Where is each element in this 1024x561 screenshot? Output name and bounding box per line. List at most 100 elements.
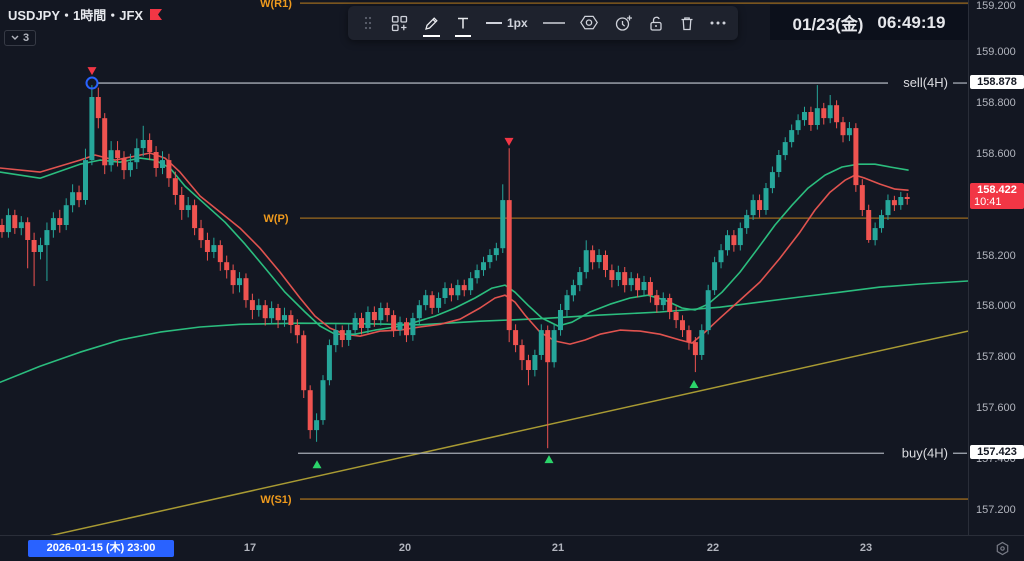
- candle: [38, 245, 43, 252]
- candle: [493, 248, 499, 256]
- candle: [25, 222, 31, 240]
- price-axis-label: 159.200: [976, 0, 1016, 12]
- candle: [134, 148, 140, 163]
- candle: [558, 310, 563, 331]
- time-axis-label: 23: [859, 542, 873, 554]
- more-options-button[interactable]: [710, 11, 726, 35]
- template-add-button[interactable]: [391, 11, 408, 35]
- candle: [622, 272, 628, 286]
- candle: [647, 282, 653, 296]
- text-tool-icon: [458, 17, 468, 28]
- add-alert-button[interactable]: [614, 11, 633, 35]
- candle: [185, 205, 191, 210]
- candle: [243, 278, 249, 301]
- candle: [63, 205, 69, 225]
- lock-button[interactable]: [648, 11, 664, 35]
- flag-icon[interactable]: [150, 9, 163, 20]
- buy-signal-marker: [689, 380, 699, 389]
- buy-signal-marker: [312, 460, 322, 469]
- candle: [641, 282, 647, 291]
- candle: [898, 197, 904, 206]
- trend-line: [49, 330, 968, 535]
- line-style-button[interactable]: [542, 11, 565, 35]
- candle: [179, 195, 185, 210]
- candle: [538, 330, 544, 355]
- anchor-circle-marker[interactable]: [85, 76, 99, 90]
- candle: [320, 380, 326, 421]
- candle: [667, 298, 673, 312]
- candle: [442, 288, 448, 298]
- axis-settings-icon[interactable]: [995, 541, 1010, 556]
- candle: [391, 315, 397, 331]
- candle: [50, 218, 56, 231]
- candle: [249, 300, 255, 310]
- candle: [891, 200, 897, 206]
- time-axis-label: 21: [551, 542, 565, 554]
- time-axis-label: 20: [398, 542, 412, 554]
- line-width-button[interactable]: 1px: [486, 11, 528, 35]
- time-axis[interactable]: 17 20 21 22 23 2026-01-15 (木) 23:00: [0, 535, 1024, 561]
- candle: [513, 330, 519, 346]
- candle: [500, 200, 506, 249]
- delete-button[interactable]: [679, 11, 695, 35]
- candle: [416, 305, 422, 319]
- candle: [160, 160, 165, 168]
- candle: [70, 192, 76, 206]
- candles-layer: [0, 85, 910, 449]
- candle: [628, 278, 634, 286]
- candle: [564, 295, 570, 310]
- candle: [725, 235, 730, 251]
- candle: [140, 140, 146, 149]
- candle: [757, 200, 763, 210]
- candle: [352, 318, 358, 331]
- ma-red: [0, 152, 909, 345]
- candle: [204, 240, 210, 252]
- chart-legend: USDJPY・1時間・JFX 3: [4, 5, 163, 46]
- candle: [326, 345, 332, 381]
- candle: [885, 200, 891, 216]
- candle: [712, 262, 718, 291]
- bar-datetime-badge: 2026-01-15 (木) 23:00: [28, 540, 174, 557]
- candle: [83, 160, 88, 200]
- draw-tool-button[interactable]: [423, 9, 440, 37]
- candle: [5, 215, 11, 233]
- candle: [314, 420, 320, 431]
- price-axis-label: 158.200: [976, 249, 1016, 262]
- price-axis[interactable]: 159.200159.000158.800158.600158.400158.2…: [968, 0, 1024, 535]
- candle: [288, 315, 294, 325]
- clock-time: 06:49:19: [877, 12, 946, 32]
- candle: [872, 228, 878, 241]
- settings-button[interactable]: [579, 11, 599, 35]
- lock-open-icon: [650, 16, 662, 31]
- price-axis-label: 157.200: [976, 503, 1016, 516]
- settings-hexagon-icon: [579, 15, 598, 30]
- symbol-title-row[interactable]: USDJPY・1時間・JFX: [8, 5, 163, 24]
- candle: [108, 150, 114, 166]
- candle: [224, 262, 230, 271]
- price-chart[interactable]: W(R1) W(P) W(S1) sell(4H) buy(4H): [0, 0, 968, 535]
- level-label: sell(4H): [903, 75, 948, 90]
- candle: [904, 197, 910, 199]
- level-label: W(P): [263, 213, 288, 225]
- price-axis-label: 158.000: [976, 300, 1016, 313]
- candle: [814, 108, 820, 125]
- candle: [692, 342, 698, 356]
- candle: [583, 250, 589, 273]
- candle: [866, 210, 872, 240]
- candle: [859, 185, 865, 210]
- indicators-collapsed-chip[interactable]: 3: [4, 30, 37, 46]
- clock-date: 01/23(金): [792, 15, 864, 34]
- toolbar-drag-handle[interactable]: [360, 11, 376, 35]
- price-badge: 157.423: [970, 445, 1024, 460]
- candle: [115, 150, 121, 159]
- markers-layer: [85, 67, 699, 469]
- text-tool-button[interactable]: [455, 9, 471, 37]
- level-label: W(R1): [260, 0, 292, 10]
- candle: [275, 308, 281, 321]
- candle: [89, 97, 95, 161]
- candle: [18, 222, 24, 229]
- price-axis-label: 158.800: [976, 96, 1016, 109]
- candle: [699, 330, 705, 355]
- candle: [127, 162, 133, 171]
- level-label: buy(4H): [902, 445, 948, 460]
